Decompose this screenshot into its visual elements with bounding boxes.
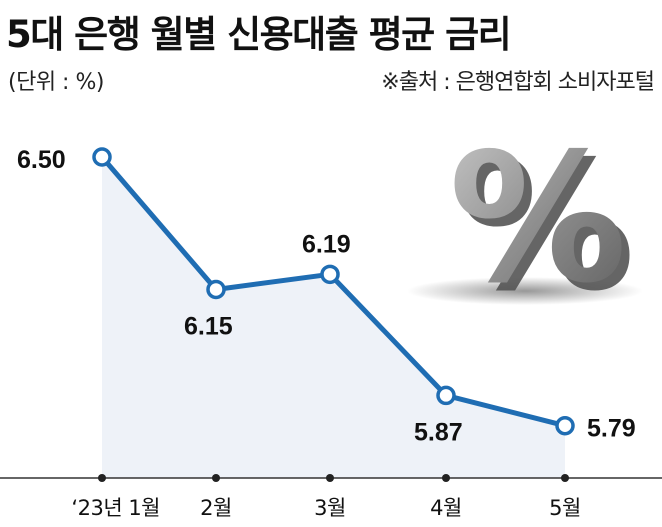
data-label: 6.19 (302, 230, 351, 258)
data-point (92, 147, 112, 167)
x-tick-label: 5월 (549, 496, 581, 520)
x-tick-label: 2월 (200, 496, 232, 520)
data-point (436, 385, 456, 406)
chart-title: 5대 은행 월별 신용대출 평균 금리 (6, 13, 512, 56)
source-label: ※출처 : 은행연합회 소비자포털 (381, 70, 655, 95)
data-label: 5.79 (587, 415, 636, 443)
x-tick-mark (326, 474, 334, 482)
data-label: 5.87 (414, 418, 463, 446)
data-point (555, 415, 575, 436)
data-point (206, 279, 226, 300)
percent-icon: % % (407, 115, 643, 330)
x-tick-label: 3월 (314, 496, 346, 520)
x-tick-mark (98, 474, 106, 482)
x-tick-mark (212, 474, 220, 482)
data-label: 6.50 (17, 146, 66, 174)
x-tick-mark (561, 474, 569, 482)
svg-text:%: % (449, 115, 627, 322)
x-tick-label: 4월 (430, 496, 462, 520)
x-tick-label: ‘23년 1월 (71, 496, 160, 520)
unit-label: (단위 : %) (8, 70, 104, 95)
x-tick-mark (442, 474, 450, 482)
svg-text:%: % (457, 123, 635, 330)
data-label: 6.15 (184, 312, 233, 340)
data-point (320, 264, 340, 285)
